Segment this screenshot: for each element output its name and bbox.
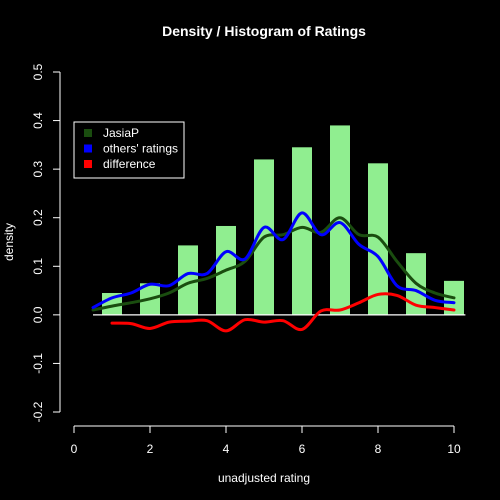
histogram-bar-3	[178, 245, 198, 315]
chart-title: Density / Histogram of Ratings	[162, 23, 366, 39]
legend-label-difference: difference	[103, 157, 156, 171]
legend-box	[73, 121, 185, 179]
series-line-others-ratings	[91, 211, 456, 310]
y-tick-label-0.5: 0.5	[31, 63, 45, 80]
legend-swatch-others-ratings	[84, 144, 92, 153]
series-line-difference	[110, 292, 456, 333]
x-tick-label-4: 4	[223, 442, 230, 456]
axes: 0 2 4 6 8 10 -0.2 -0.1 0.0 0.1 0.2 0.3 0.4 0.5	[31, 63, 461, 456]
y-tick-label-0.4: 0.4	[31, 112, 45, 129]
density-lines	[91, 211, 456, 333]
y-tick-label-0.1: 0.1	[31, 258, 45, 275]
histogram-bar-7	[330, 125, 350, 315]
y-tick-label--0.2: -0.2	[31, 401, 45, 422]
histogram-bars	[102, 125, 464, 315]
x-tick-label-8: 8	[375, 442, 382, 456]
legend-label-others-ratings: others' ratings	[103, 142, 178, 156]
legend-swatch-difference	[84, 160, 92, 168]
legend-label-jasiap: JasiaP	[103, 126, 139, 140]
x-tick-label-0: 0	[71, 442, 78, 456]
x-tick-label-10: 10	[447, 442, 461, 456]
x-tick-label-6: 6	[299, 442, 306, 456]
histogram-bar-8	[368, 163, 388, 315]
y-tick-label--0.1: -0.1	[31, 353, 45, 374]
legend-swatch-jasiap	[84, 129, 92, 137]
y-tick-label-0.3: 0.3	[31, 160, 45, 177]
y-tick-label-0.0: 0.0	[31, 306, 45, 323]
y-axis-label: density	[2, 223, 16, 261]
y-tick-label-0.2: 0.2	[31, 209, 45, 226]
x-axis-label: unadjusted rating	[218, 471, 310, 485]
x-tick-label-2: 2	[147, 442, 154, 456]
histogram-bar-6	[292, 147, 312, 315]
